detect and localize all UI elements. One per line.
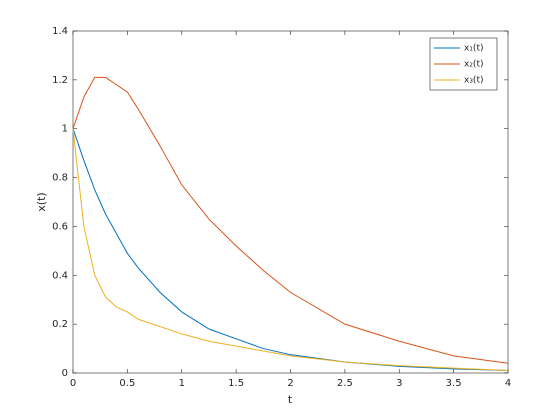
y-tick-label: 0.8: [52, 173, 68, 184]
x-axis-label: t: [288, 393, 293, 406]
y-tick-label: 0: [62, 368, 68, 379]
y-tick-label: 0.2: [52, 319, 68, 330]
x-tick-label: 3: [396, 378, 402, 389]
x-tick-label: 4: [505, 378, 511, 389]
x-tick-label: 2: [287, 378, 293, 389]
y-tick-label: 1.2: [52, 75, 68, 86]
data-line: [72, 128, 509, 372]
y-tick-label: 0.4: [52, 270, 68, 281]
legend-label: x₁(t): [464, 44, 484, 54]
y-axis-label: x(t): [35, 192, 48, 211]
y-tick-label: 1.4: [52, 26, 68, 37]
data-line: [72, 76, 509, 364]
legend-label: x₃(t): [464, 76, 484, 86]
y-tick-label: 0.6: [52, 221, 68, 232]
legend: x₁(t) x₂(t) x₃(t): [429, 37, 498, 91]
x-tick-label: 3.5: [446, 378, 462, 389]
x-tick-label: 1: [179, 378, 185, 389]
x-tick-label: 1.5: [228, 378, 244, 389]
y-tick-label: 1: [62, 124, 68, 135]
x-tick-label: 2.5: [337, 378, 353, 389]
x-tick-label: 0.5: [119, 378, 135, 389]
x-tick-label: 0: [70, 378, 76, 389]
legend-label: x₂(t): [464, 60, 484, 70]
